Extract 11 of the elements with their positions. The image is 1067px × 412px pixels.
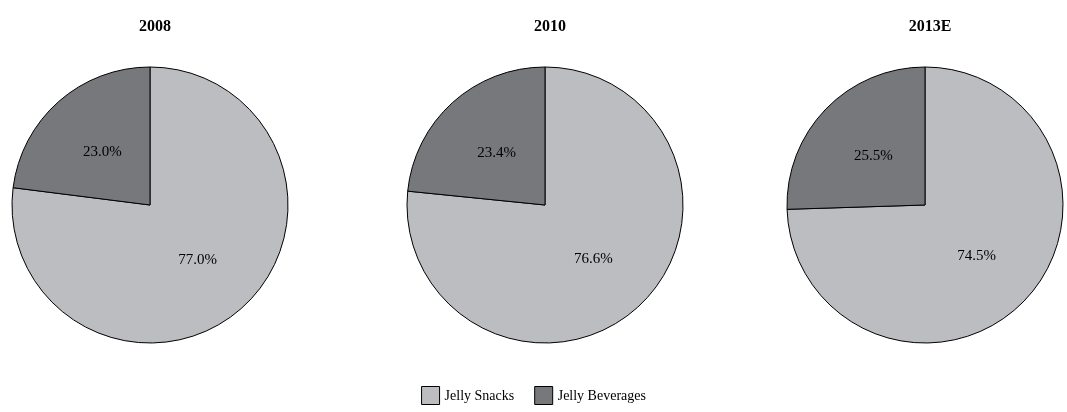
data-label: 74.5% (957, 247, 997, 264)
data-label: 23.4% (477, 143, 517, 160)
data-label: 77.0% (178, 251, 217, 268)
data-label: 23.0% (83, 142, 122, 159)
data-label: 76.6% (573, 250, 613, 267)
slice-label: 2010 (534, 16, 566, 34)
slice-label: 2008 (139, 16, 171, 34)
legend-label: Jelly Beverages (557, 388, 646, 403)
legend-label: Jelly Snacks (444, 388, 515, 403)
data-label: 25.5% (853, 146, 893, 163)
slice-label: 2013E (908, 16, 952, 34)
